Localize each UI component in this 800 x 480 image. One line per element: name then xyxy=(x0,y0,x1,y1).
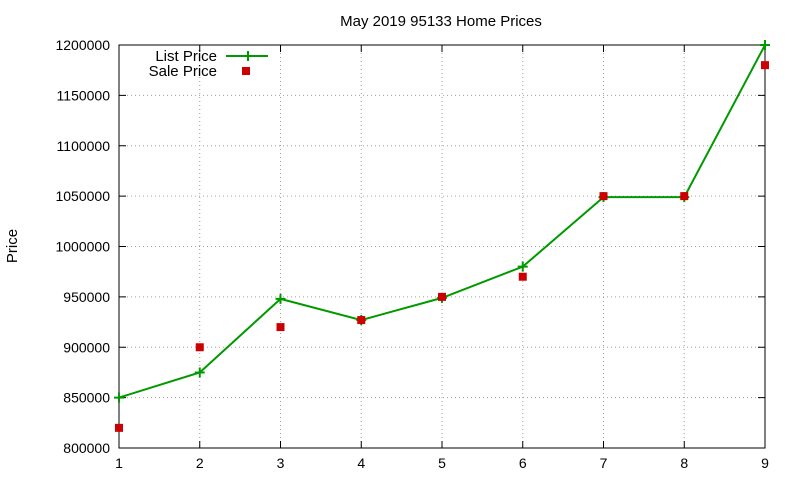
x-tick-label: 1 xyxy=(115,455,123,471)
sale-price-point xyxy=(195,343,204,352)
x-tick-label: 6 xyxy=(519,455,527,471)
legend-marker-list-price xyxy=(243,51,253,61)
y-tick-label: 1150000 xyxy=(57,87,111,103)
sale-price-point xyxy=(115,423,123,432)
x-tick-label: 9 xyxy=(761,455,769,471)
y-tick-label: 800000 xyxy=(63,440,110,456)
x-tick-label: 8 xyxy=(680,455,688,471)
legend: List Price Sale Price xyxy=(149,48,268,80)
axis-ticks: 8000008500009000009500001000000105000011… xyxy=(55,37,769,471)
list-price-point xyxy=(275,293,286,304)
x-tick-label: 3 xyxy=(277,455,285,471)
series-layer xyxy=(114,40,770,432)
legend-label-sale-price: Sale Price xyxy=(149,63,217,80)
y-tick-label: 900000 xyxy=(63,339,110,355)
x-tick-label: 4 xyxy=(357,455,365,471)
plot-frame xyxy=(118,44,766,449)
list-price-point xyxy=(194,367,205,378)
x-tick-label: 2 xyxy=(196,455,204,471)
y-tick-label: 950000 xyxy=(63,289,110,305)
sale-price-point xyxy=(438,292,446,301)
y-tick-label: 1100000 xyxy=(57,138,111,154)
chart-title: May 2019 95133 Home Prices xyxy=(340,13,542,30)
y-tick-label: 850000 xyxy=(63,390,110,406)
sale-price-point xyxy=(761,61,769,70)
y-tick-label: 1200000 xyxy=(55,37,110,53)
list-price-point xyxy=(517,261,528,272)
y-axis-label: Price xyxy=(4,229,21,263)
sale-price-point xyxy=(680,192,689,201)
legend-label-list-price: List Price xyxy=(155,48,217,65)
legend-marker-sale-price xyxy=(242,67,250,75)
list-price-point xyxy=(114,392,124,403)
sale-price-point xyxy=(357,316,366,325)
sale-price-point xyxy=(276,323,285,332)
grid xyxy=(119,45,765,448)
x-tick-label: 5 xyxy=(438,455,446,471)
list-price-point xyxy=(760,40,770,50)
sale-price-point xyxy=(518,272,527,281)
x-tick-label: 7 xyxy=(600,455,608,471)
y-tick-label: 1050000 xyxy=(55,188,110,204)
sale-price-point xyxy=(599,192,608,201)
y-tick-label: 1000000 xyxy=(55,239,110,255)
